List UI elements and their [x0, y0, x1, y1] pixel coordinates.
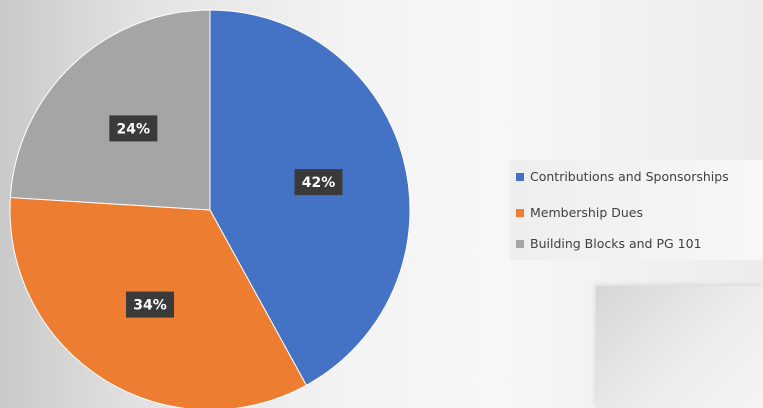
data-label-background — [294, 169, 343, 196]
chart-legend: Contributions and Sponsorships Membershi… — [510, 160, 763, 260]
legend-label-membership: Membership Dues — [530, 205, 643, 220]
data-label-text: 42% — [302, 175, 336, 191]
data-label-building-blocks: 24% — [109, 115, 158, 142]
data-label-text: 34% — [133, 298, 167, 314]
legend-swatch-contributions — [516, 172, 524, 181]
legend-swatch-membership — [516, 208, 524, 217]
data-labels: 42% 34% 24% — [109, 115, 343, 318]
legend-item-membership: Membership Dues — [516, 205, 643, 220]
pie-slices — [9, 9, 411, 408]
legend-label-building-blocks: Building Blocks and PG 101 — [530, 236, 702, 251]
data-label-membership: 34% — [126, 291, 174, 318]
legend-item-contributions: Contributions and Sponsorships — [516, 169, 729, 184]
pie-slice-contributions — [209, 9, 411, 386]
data-label-background — [126, 291, 174, 318]
pie-slice-building-blocks — [9, 9, 211, 211]
legend-swatch-building-blocks — [516, 239, 524, 248]
decorative-panel — [596, 286, 763, 408]
data-label-background — [109, 115, 158, 142]
legend-label-contributions: Contributions and Sponsorships — [530, 169, 729, 184]
data-label-text: 24% — [117, 121, 151, 137]
data-label-contributions: 42% — [294, 169, 343, 196]
legend-item-building-blocks: Building Blocks and PG 101 — [516, 236, 702, 251]
